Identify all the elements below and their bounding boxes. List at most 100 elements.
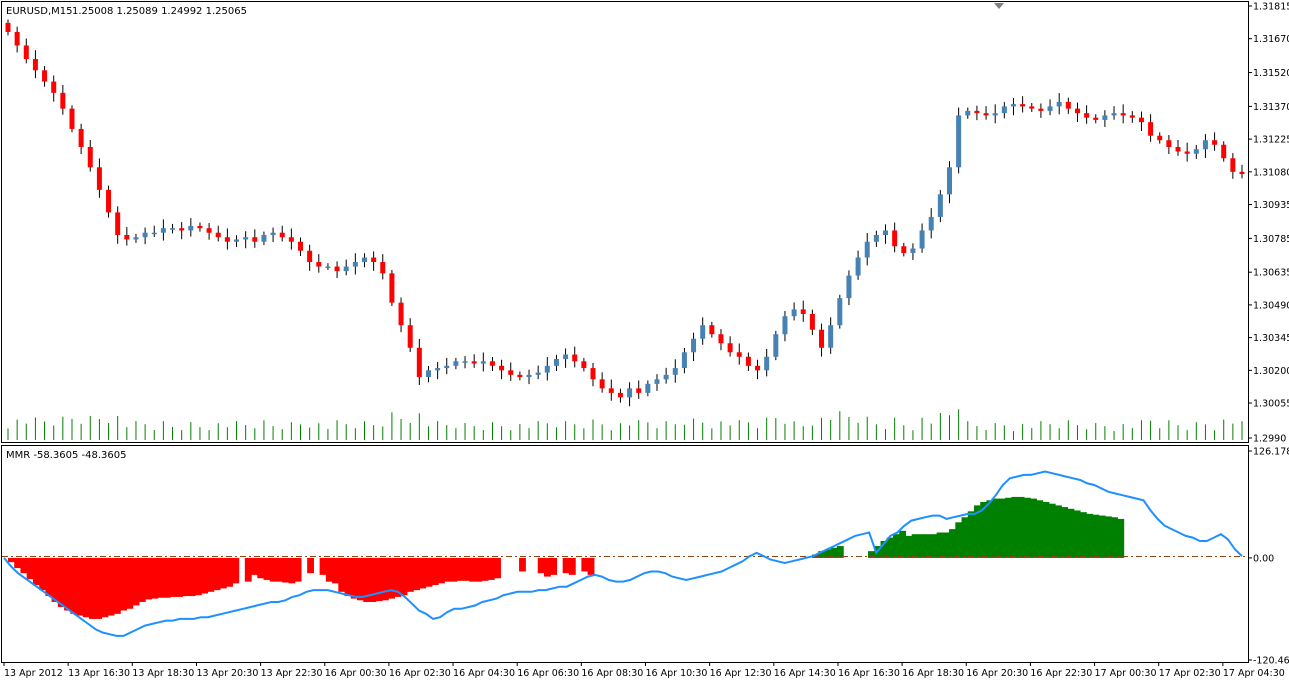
histogram-bar [288, 557, 296, 584]
histogram-bar [132, 557, 140, 606]
price-tick-label: 1.31520 [1253, 68, 1289, 79]
histogram-bar [830, 547, 838, 558]
histogram-bar [1023, 497, 1031, 558]
candle-body [78, 128, 84, 147]
histogram-bar [332, 557, 339, 584]
price-tick-label: 1.2990 [1253, 434, 1286, 445]
candle-body [1102, 115, 1108, 120]
histogram-bar [818, 551, 826, 558]
histogram-bar [543, 557, 551, 577]
candle-body [1193, 149, 1199, 154]
histogram-bar [39, 557, 46, 591]
histogram-bar [138, 557, 146, 602]
time-tick-label: 17 Apr 02:30 [1159, 668, 1221, 679]
candle-body [435, 368, 441, 371]
chart-shift-marker[interactable] [994, 3, 1004, 9]
histogram-bar [998, 498, 1006, 558]
time-tick-label: 16 Apr 16:30 [838, 668, 900, 679]
candle-body [1239, 171, 1245, 175]
candle-body [883, 230, 889, 235]
candle-body [809, 313, 815, 330]
candle-body [572, 354, 578, 362]
candle-body [480, 361, 486, 364]
histogram-bar [1098, 515, 1106, 558]
candle-body [782, 316, 788, 335]
histogram-bar [537, 557, 545, 574]
price-tick-label: 1.30785 [1253, 234, 1289, 245]
candle-body [654, 379, 660, 384]
histogram-bar [107, 557, 115, 616]
symbol-title: EURUSD,M15 [6, 6, 72, 17]
indicator-tick-label: 0.00 [1253, 553, 1274, 564]
candle-body [361, 257, 367, 263]
candle-body [206, 228, 212, 233]
histogram-bar [836, 546, 844, 558]
histogram-bar [917, 534, 925, 558]
histogram-bar [70, 557, 78, 614]
histogram-bar [263, 557, 271, 580]
candle-body [51, 81, 57, 93]
histogram-bar [194, 557, 202, 596]
histogram-bar [45, 557, 53, 597]
histogram-bar [1079, 512, 1087, 558]
candle-body [1001, 106, 1007, 114]
candle-body [69, 108, 75, 129]
candle-body [946, 167, 952, 195]
time-tick-label: 16 Apr 10:30 [646, 668, 708, 679]
volume-bars [7, 409, 1243, 440]
histogram-bar [562, 557, 570, 574]
histogram-bar [487, 557, 495, 580]
histogram-bar [587, 557, 595, 575]
histogram-bar [307, 557, 314, 574]
candle-body [526, 374, 532, 378]
histogram-bar [911, 534, 919, 558]
candle-body [298, 241, 304, 251]
candle-body [956, 115, 962, 168]
histogram-bar [269, 557, 277, 582]
histogram-bar [76, 557, 84, 616]
histogram-bar [394, 557, 402, 597]
candle-body [288, 237, 294, 242]
time-tick-label: 16 Apr 12:30 [710, 668, 772, 679]
candle-body [919, 230, 925, 249]
candle-body [261, 234, 267, 242]
histogram-bar [406, 557, 414, 592]
candle-body [334, 266, 340, 272]
histogram-bar [992, 498, 1000, 558]
candle-body [819, 329, 825, 348]
histogram-bar [986, 500, 994, 558]
candle-body [371, 257, 377, 263]
histogram-bar [462, 557, 470, 581]
histogram-bar [232, 557, 240, 584]
histogram-bar [338, 557, 346, 592]
histogram-bar [145, 557, 152, 600]
histogram-bar [1030, 498, 1037, 558]
candle-body [307, 250, 313, 263]
candle-body [215, 232, 221, 238]
candle-body [32, 59, 38, 71]
candle-body [279, 232, 285, 238]
histogram-bar [1036, 500, 1044, 558]
histogram-bar [961, 517, 969, 558]
histogram-bar [219, 557, 227, 589]
histogram-bar [213, 557, 221, 591]
candle-body [1056, 101, 1062, 107]
histogram-bar [936, 532, 944, 558]
candle-body [983, 113, 989, 116]
histogram-bar [163, 557, 171, 598]
price-tick-label: 1.30055 [1253, 399, 1289, 410]
candle-body [563, 354, 569, 360]
histogram-bar [924, 534, 931, 558]
histogram-bar [413, 557, 420, 591]
histogram-bar [568, 557, 576, 575]
histogram-bar [8, 557, 15, 563]
candle-body [636, 388, 642, 393]
candle-body [170, 228, 176, 230]
candle-body [380, 262, 386, 274]
price-tick-label: 1.31815 [1253, 2, 1289, 13]
candle-body [42, 70, 48, 82]
histogram-bar [444, 557, 452, 582]
candle-body [864, 241, 870, 258]
indicator-tick-label: -120.464 [1253, 656, 1289, 667]
